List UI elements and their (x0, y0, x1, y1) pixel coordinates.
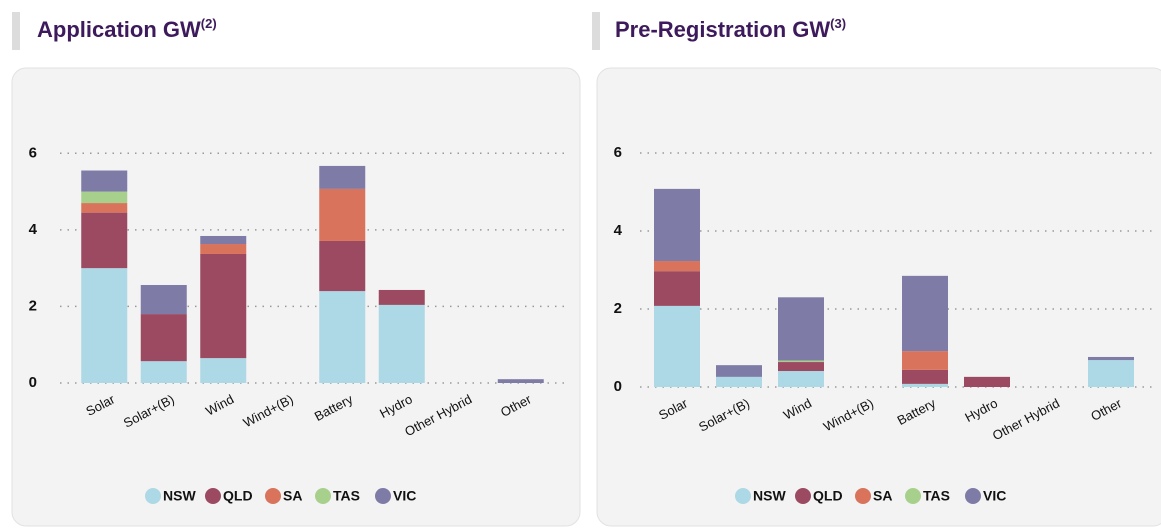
bar-segment (902, 351, 948, 370)
bar-segment (654, 261, 700, 272)
legend-swatch (375, 488, 391, 504)
bar-segment (319, 165, 366, 189)
bar-segment (319, 188, 366, 241)
legend-label: QLD (223, 488, 253, 504)
bar-segment (654, 305, 700, 387)
bar-segment (654, 188, 700, 262)
bar-segment (81, 203, 128, 213)
bar-segment (200, 253, 247, 359)
legend-swatch (905, 488, 921, 504)
bar-segment (319, 240, 366, 292)
title-note: (3) (830, 16, 846, 31)
legend-label: SA (283, 488, 302, 504)
title-note: (2) (201, 16, 217, 31)
y-tick-label: 4 (29, 221, 38, 238)
legend-swatch (855, 488, 871, 504)
legend-label: SA (873, 488, 892, 504)
y-tick-label: 2 (614, 300, 622, 317)
legend-swatch (205, 488, 221, 504)
title-accent (592, 12, 600, 50)
legend-label: VIC (983, 488, 1006, 504)
legend-swatch (265, 488, 281, 504)
bar-segment (778, 360, 824, 363)
bar-segment (200, 235, 247, 245)
legend-label: TAS (923, 488, 950, 504)
y-tick-label: 6 (614, 144, 622, 161)
bar-segment (140, 314, 187, 362)
title-text: Application GW (37, 17, 201, 42)
bar-segment (1088, 356, 1134, 361)
legend-label: VIC (393, 488, 416, 504)
legend-swatch (965, 488, 981, 504)
y-tick-label: 6 (29, 144, 37, 161)
bar-segment (81, 191, 128, 204)
bar-segment (140, 284, 187, 315)
y-tick-label: 0 (29, 374, 37, 391)
legend-swatch (315, 488, 331, 504)
bar-segment (378, 304, 425, 383)
bar-segment (497, 379, 544, 383)
bar-segment (378, 289, 425, 305)
y-tick-label: 2 (29, 297, 37, 314)
bar-segment (140, 361, 187, 383)
legend-label: NSW (163, 488, 196, 504)
legend-label: NSW (753, 488, 786, 504)
bar-segment (716, 376, 762, 387)
bar-segment (902, 275, 948, 352)
y-tick-label: 0 (614, 378, 622, 395)
bar-segment (778, 362, 824, 372)
bar-segment (200, 244, 247, 254)
legend-label: TAS (333, 488, 360, 504)
bar-segment (902, 383, 948, 387)
bar-segment (716, 365, 762, 377)
bar-segment (1088, 360, 1134, 387)
panel (11, 67, 581, 527)
bar-segment (778, 371, 824, 387)
bar-segment (81, 212, 128, 269)
title-accent (12, 12, 20, 50)
bar-segment (902, 369, 948, 384)
y-tick-label: 4 (614, 222, 623, 239)
panel (596, 67, 1161, 527)
chart-title: Pre-Registration GW(3) (615, 16, 846, 41)
chart-title: Application GW(2) (37, 16, 217, 41)
bar-segment (778, 297, 824, 361)
legend-swatch (735, 488, 751, 504)
bar-segment (81, 170, 128, 192)
bar-segment (654, 271, 700, 306)
title-text: Pre-Registration GW (615, 17, 830, 42)
bar-segment (200, 358, 247, 383)
legend-swatch (145, 488, 161, 504)
legend-label: QLD (813, 488, 843, 504)
bar-segment (81, 268, 128, 383)
bar-segment (319, 291, 366, 383)
legend-swatch (795, 488, 811, 504)
bar-segment (964, 376, 1010, 387)
